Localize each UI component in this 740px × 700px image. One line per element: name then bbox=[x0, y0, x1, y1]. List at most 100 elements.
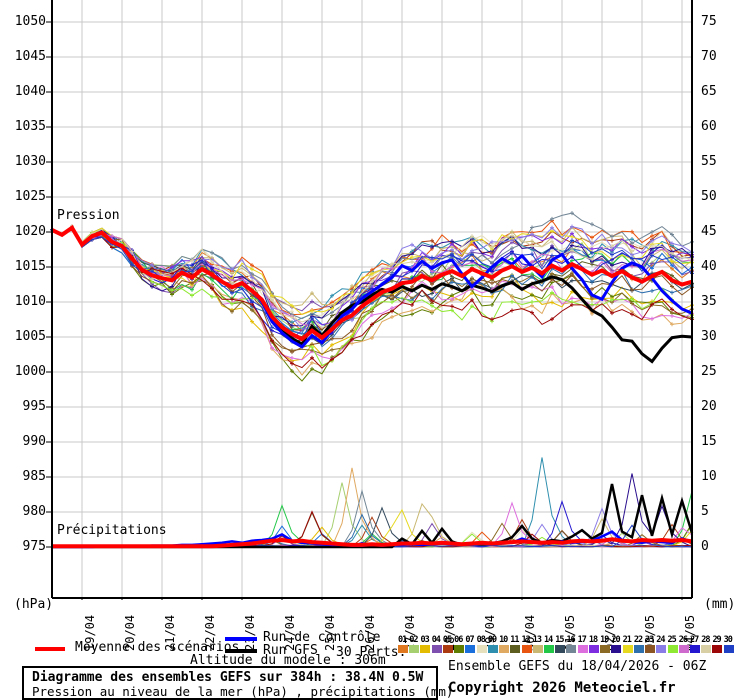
copyright-label: Copyright 2026 Meteociel.fr bbox=[448, 680, 676, 696]
member-color-swatch bbox=[667, 645, 678, 653]
member-color-swatch bbox=[633, 645, 644, 653]
precip-tick-label: 15 bbox=[701, 434, 717, 449]
member-color-swatch bbox=[588, 645, 599, 653]
member-number-label: 06 bbox=[454, 635, 463, 645]
member-color-swatch bbox=[521, 645, 532, 653]
precip-tick-label: 20 bbox=[701, 399, 717, 414]
member-color-swatch bbox=[487, 645, 498, 653]
member-color-swatch bbox=[510, 645, 521, 653]
precip-tick-label: 60 bbox=[701, 119, 717, 134]
precip-unit-label: (mm) bbox=[704, 597, 736, 612]
member-color-swatch bbox=[465, 645, 476, 653]
precip-tick-label: 55 bbox=[701, 154, 717, 169]
precip-tick-label: 50 bbox=[701, 189, 717, 204]
member-number-label: 04 bbox=[431, 635, 441, 645]
member-color-swatch bbox=[645, 645, 656, 653]
member-number-label: 07 bbox=[465, 635, 474, 645]
precip-tick-label: 35 bbox=[701, 294, 717, 309]
model-altitude-label: Altitude du modele : 306m bbox=[190, 653, 386, 668]
member-color-swatch bbox=[409, 645, 420, 653]
pressure-tick-label: 985 bbox=[22, 469, 46, 484]
chart-title: Diagramme des ensembles GEFS sur 384h : … bbox=[32, 670, 424, 685]
member-number-label: 11 bbox=[510, 635, 519, 645]
member-color-swatch bbox=[532, 645, 543, 653]
pressure-tick-label: 1020 bbox=[14, 224, 46, 239]
chart-subtitle: Pression au niveau de la mer (hPa) , pré… bbox=[32, 684, 454, 699]
member-color-swatch bbox=[543, 645, 554, 653]
member-color-swatch bbox=[611, 645, 622, 653]
precip-tick-label: 65 bbox=[701, 84, 717, 99]
control-line-swatch bbox=[225, 637, 257, 641]
pressure-tick-label: 990 bbox=[22, 434, 46, 449]
pressure-tick-label: 980 bbox=[22, 504, 46, 519]
precip-tick-label: 75 bbox=[701, 14, 717, 29]
pressure-tick-label: 1025 bbox=[14, 189, 46, 204]
member-color-swatch bbox=[476, 645, 487, 653]
ensemble-chart-plot bbox=[46, 0, 694, 600]
member-number-label: 26 bbox=[678, 635, 688, 645]
precip-tick-label: 5 bbox=[701, 504, 709, 519]
member-number-label: 19 bbox=[600, 635, 609, 645]
pressure-tick-label: 1000 bbox=[14, 364, 46, 379]
pressure-tick-label: 975 bbox=[22, 539, 46, 554]
member-number-label: 17 bbox=[577, 635, 587, 645]
gfs-line-swatch bbox=[225, 649, 257, 653]
pressure-tick-label: 1005 bbox=[14, 329, 46, 344]
member-number-label: 20 bbox=[611, 635, 620, 645]
member-color-swatch bbox=[701, 645, 712, 653]
pressure-tick-label: 995 bbox=[22, 399, 46, 414]
member-color-swatch bbox=[712, 645, 723, 653]
precip-tick-label: 40 bbox=[701, 259, 717, 274]
member-color-swatch bbox=[678, 645, 689, 653]
member-number-label: 25 bbox=[667, 635, 677, 645]
member-color-swatch bbox=[600, 645, 611, 653]
member-number-label: 16 bbox=[566, 635, 575, 645]
member-number-label: 24 bbox=[656, 635, 665, 645]
member-color-swatch bbox=[566, 645, 577, 653]
member-number-label: 15 bbox=[555, 635, 564, 645]
member-number-label: 14 bbox=[543, 635, 553, 645]
precip-tick-label: 45 bbox=[701, 224, 717, 239]
member-color-swatch bbox=[420, 645, 431, 653]
pressure-tick-label: 1035 bbox=[14, 119, 46, 134]
member-number-label: 05 bbox=[442, 635, 452, 645]
legend-control-label: Run de contrôle bbox=[263, 630, 381, 645]
member-number-label: 13 bbox=[532, 635, 542, 645]
legend-perts-label: 30 Perts. bbox=[336, 645, 407, 660]
member-color-swatch bbox=[577, 645, 588, 653]
member-number-label: 22 bbox=[633, 635, 643, 645]
member-number-label: 21 bbox=[622, 635, 632, 645]
member-number-label: 01 bbox=[398, 635, 407, 645]
pressure-tick-label: 1030 bbox=[14, 154, 46, 169]
precip-tick-label: 0 bbox=[701, 539, 709, 554]
member-number-label: 29 bbox=[712, 635, 721, 645]
member-number-label: 30 bbox=[723, 635, 733, 645]
member-color-swatch bbox=[398, 645, 408, 653]
precip-tick-label: 30 bbox=[701, 329, 717, 344]
pressure-section-label: Pression bbox=[57, 208, 120, 223]
mean-line-swatch bbox=[35, 647, 65, 651]
member-color-swatch bbox=[499, 645, 510, 653]
precip-section-label: Précipitations bbox=[57, 523, 167, 538]
pressure-tick-label: 1040 bbox=[14, 84, 46, 99]
precip-tick-label: 25 bbox=[701, 364, 717, 379]
member-number-label: 28 bbox=[701, 635, 710, 645]
member-number-label: 12 bbox=[521, 635, 531, 645]
pressure-tick-label: 1050 bbox=[14, 14, 46, 29]
member-color-swatch bbox=[431, 645, 442, 653]
legend-mean-label: Moyenne des scénarios bbox=[75, 640, 240, 655]
member-color-swatch bbox=[723, 645, 734, 653]
member-number-label: 27 bbox=[689, 635, 699, 645]
member-color-swatch bbox=[689, 645, 700, 653]
pressure-tick-label: 1010 bbox=[14, 294, 46, 309]
member-color-swatch bbox=[656, 645, 667, 653]
member-color-swatch bbox=[442, 645, 453, 653]
member-number-label: 23 bbox=[645, 635, 654, 645]
member-color-swatch bbox=[622, 645, 633, 653]
member-number-label: 08 bbox=[476, 635, 486, 645]
pressure-tick-label: 1015 bbox=[14, 259, 46, 274]
precip-tick-label: 10 bbox=[701, 469, 717, 484]
precip-tick-label: 70 bbox=[701, 49, 717, 64]
member-number-label: 03 bbox=[420, 635, 429, 645]
